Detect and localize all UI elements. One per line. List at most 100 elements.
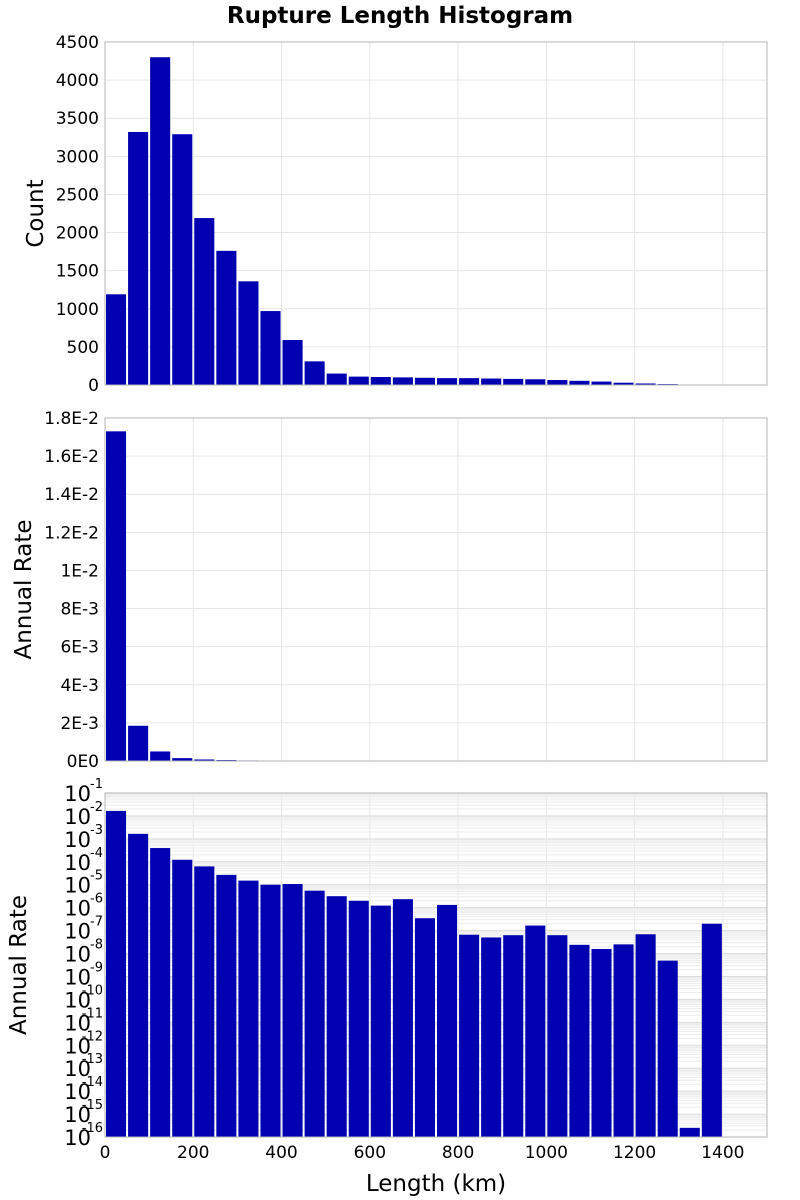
bar [150, 57, 171, 385]
bar [414, 918, 435, 1137]
bar [194, 866, 215, 1137]
y-tick-label: 1500 [56, 262, 99, 282]
bar [348, 376, 369, 385]
bar [701, 923, 722, 1137]
panels: 0 500 1000 1500 2000 2500 3000 3500 4000 4500 Coun… [6, 33, 768, 1163]
y-tick-exponent: -9 [90, 960, 103, 975]
y-tick-label: 1.4E-2 [44, 485, 99, 505]
bar [216, 874, 237, 1137]
y-tick-label: 10 [64, 828, 91, 852]
bar [282, 340, 303, 385]
bar [547, 380, 568, 385]
bar [194, 218, 215, 385]
panel-1: 0 500 1000 1500 2000 2500 3000 3500 4000 4500 Coun… [23, 33, 768, 396]
bar [679, 1127, 700, 1137]
bar [128, 131, 149, 385]
y-tick-exponent: -4 [90, 846, 103, 861]
bar [238, 281, 259, 385]
bar [128, 725, 149, 761]
x-tick-label: 1000 [525, 1143, 568, 1163]
y-axis-label: Annual Rate [11, 520, 37, 660]
bar [525, 379, 546, 385]
y-tick-exponent: -15 [82, 1098, 103, 1113]
y-axis-label: Count [23, 179, 49, 247]
y-tick-exponent: -16 [82, 1121, 103, 1136]
y-tick-label: 6E-3 [60, 638, 99, 658]
x-tick-label: 0 [100, 1143, 111, 1163]
y-tick-label: 1.8E-2 [44, 409, 99, 429]
bar [172, 758, 193, 761]
y-tick-label: 10 [64, 1126, 91, 1150]
bar [414, 377, 435, 385]
chart-title: Rupture Length Histogram [227, 3, 573, 29]
y-tick-label: 0E0 [67, 752, 99, 772]
y-tick-exponent: -10 [82, 983, 103, 998]
y-axis-label: Annual Rate [6, 895, 32, 1035]
bar [370, 905, 391, 1137]
y-tick-label: 10 [64, 965, 91, 989]
y-tick-label: 1000 [56, 300, 99, 320]
bar [370, 376, 391, 385]
y-tick-label: 10 [64, 805, 91, 829]
bar [591, 381, 612, 385]
y-tick-label: 10 [64, 943, 91, 967]
bar [128, 833, 149, 1137]
y-tick-label: 10 [64, 1057, 91, 1081]
y-tick-label: 10 [64, 1103, 91, 1127]
x-tick-label: 600 [354, 1143, 386, 1163]
y-tick-exponent: -14 [82, 1075, 103, 1090]
bar [194, 759, 215, 761]
y-tick-label: 10 [64, 1080, 91, 1104]
bar [569, 380, 590, 385]
bar [348, 900, 369, 1137]
x-tick-label: 200 [177, 1143, 209, 1163]
y-tick-label: 10 [64, 920, 91, 944]
panel-2: 0E0 2E-3 4E-3 6E-3 8E-3 1E-2 1.2E-2 1.4E-2 1.6E-… [11, 409, 768, 772]
y-tick-label: 1.2E-2 [44, 523, 99, 543]
bar [569, 944, 590, 1137]
bar [657, 960, 678, 1137]
bar [150, 751, 171, 761]
y-tick-label: 4000 [56, 71, 99, 91]
bar [150, 848, 171, 1137]
x-tick-label: 800 [442, 1143, 474, 1163]
bar [260, 311, 281, 385]
y-tick-exponent: -8 [90, 938, 103, 953]
y-tick-label: 500 [67, 338, 99, 358]
bar [304, 890, 325, 1137]
y-tick-label: 4500 [56, 33, 99, 53]
bar [635, 383, 656, 385]
y-tick-exponent: -6 [90, 892, 103, 907]
y-tick-label: 2E-3 [60, 714, 99, 734]
bar [437, 904, 458, 1137]
bar [437, 378, 458, 385]
y-tick-exponent: -13 [82, 1052, 103, 1067]
y-tick-label: 3500 [56, 109, 99, 129]
y-tick-label: 10 [64, 874, 91, 898]
x-tick-label: 1200 [613, 1143, 656, 1163]
bar [635, 934, 656, 1137]
bar [547, 935, 568, 1137]
bar [481, 937, 502, 1137]
x-tick-label: 400 [265, 1143, 297, 1163]
y-tick-label: 3000 [56, 147, 99, 167]
y-tick-label: 1.6E-2 [44, 447, 99, 467]
bar [260, 884, 281, 1137]
y-tick-label: 1E-2 [60, 561, 99, 581]
y-tick-exponent: -7 [90, 915, 103, 930]
plot-frame [104, 41, 768, 386]
plot-frame [104, 792, 768, 1138]
y-tick-label: 4E-3 [60, 676, 99, 696]
y-tick-label: 2500 [56, 185, 99, 205]
x-axis-label: Length (km) [366, 1171, 506, 1197]
y-tick-label: 10 [64, 897, 91, 921]
bar [216, 250, 237, 385]
y-tick-exponent: -1 [90, 777, 103, 792]
bar [282, 884, 303, 1137]
bar [503, 378, 524, 385]
bar [392, 899, 413, 1137]
y-tick-label: 2000 [56, 224, 99, 244]
bar [459, 934, 480, 1137]
